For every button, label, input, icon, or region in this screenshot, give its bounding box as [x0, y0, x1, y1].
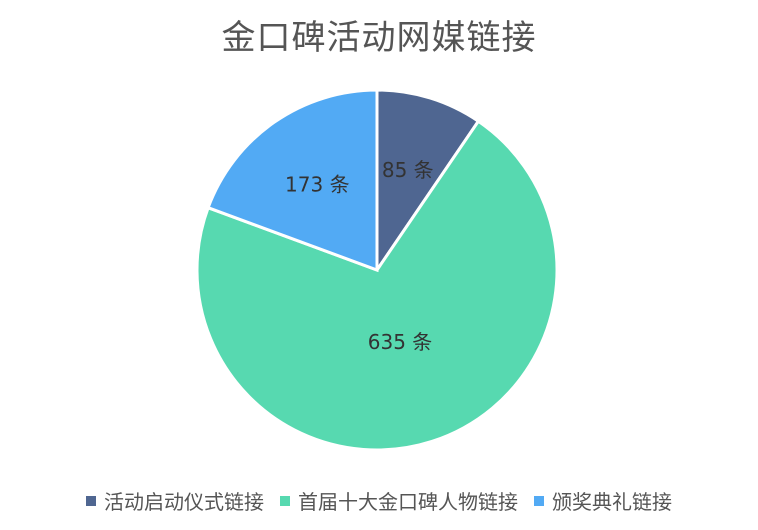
data-label-3: 173 条 — [285, 172, 350, 196]
pie-slice-2 — [195, 119, 559, 452]
legend-item-2: 首届十大金口碑人物链接 — [280, 486, 518, 515]
legend-label: 活动启动仪式链接 — [104, 490, 264, 514]
legend-item-3: 颁奖典礼链接 — [534, 486, 672, 515]
legend: 活动启动仪式链接 首届十大金口碑人物链接 颁奖典礼链接 — [0, 486, 758, 515]
legend-swatch — [534, 495, 544, 506]
legend-item-1: 活动启动仪式链接 — [86, 486, 264, 515]
legend-label: 颁奖典礼链接 — [552, 490, 672, 514]
data-label-2: 635 条 — [368, 330, 433, 354]
pie-slice-3 — [206, 88, 379, 273]
legend-swatch — [86, 495, 96, 506]
legend-swatch — [280, 495, 290, 506]
legend-label: 首届十大金口碑人物链接 — [298, 490, 518, 514]
pie-slice-1 — [375, 88, 481, 275]
chart-title: 金口碑活动网媒链接 — [221, 18, 537, 58]
data-label-1: 85 条 — [382, 158, 434, 182]
